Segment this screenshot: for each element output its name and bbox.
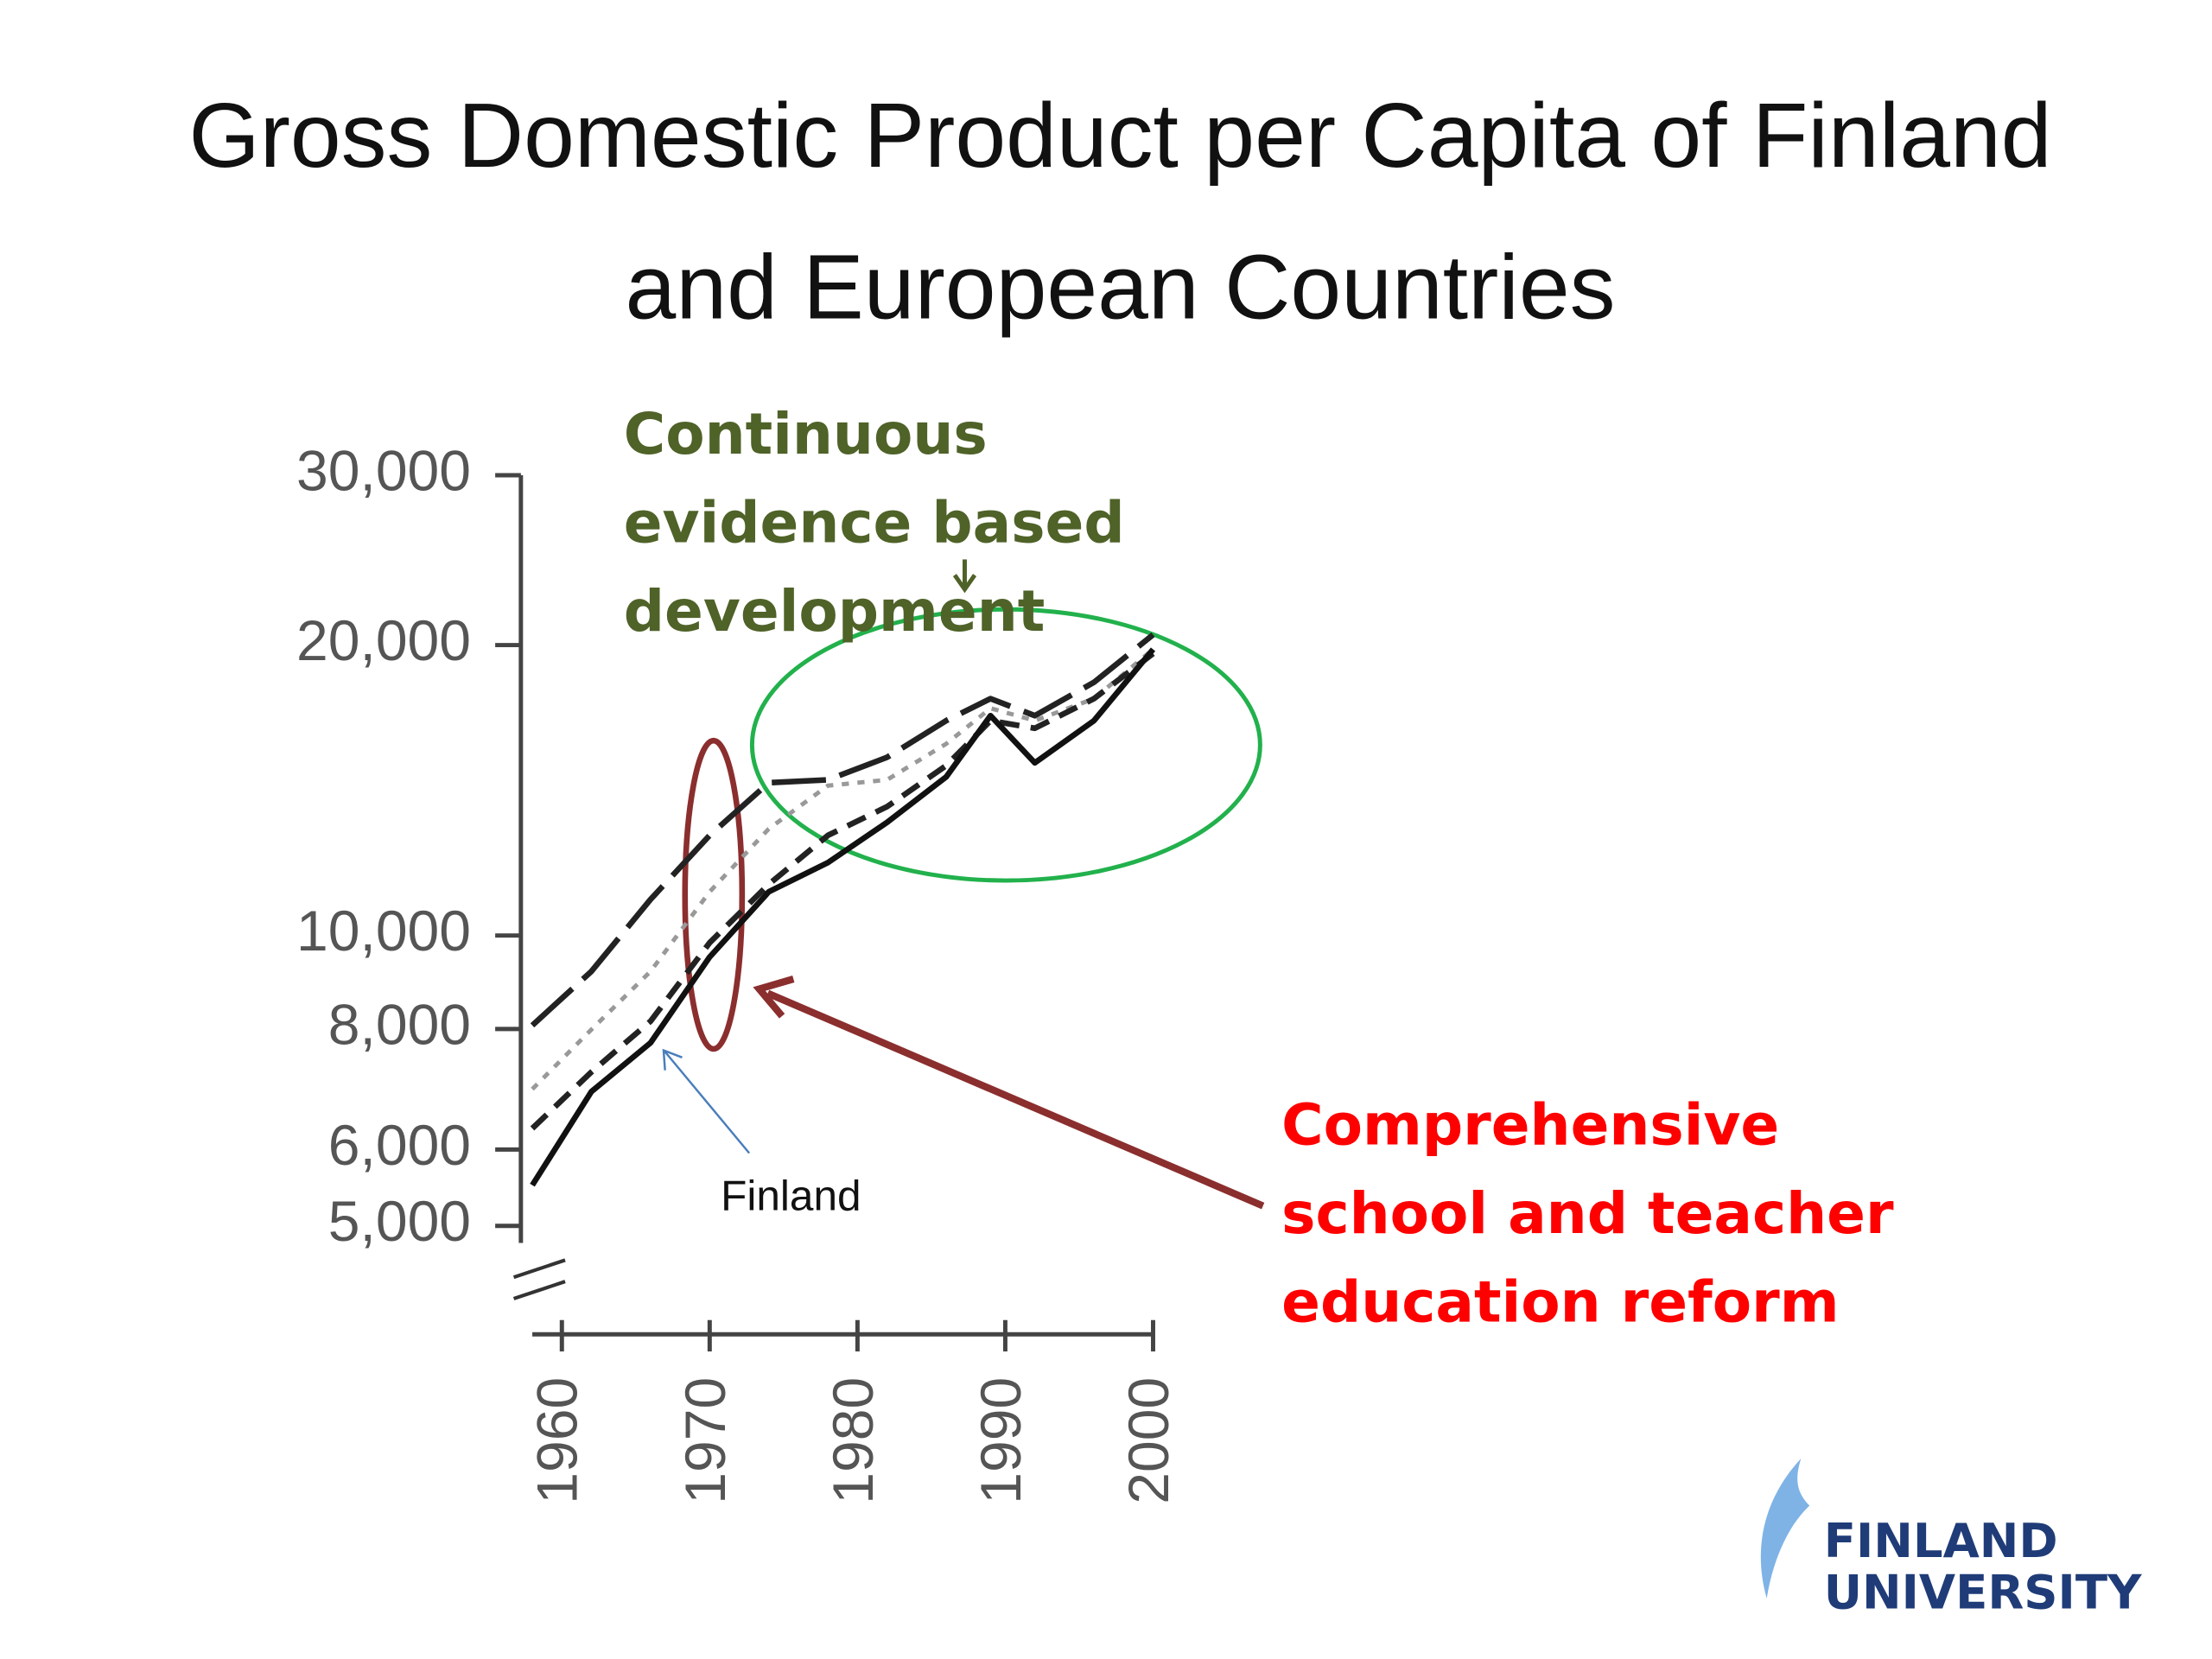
series-label: Finland [721,1173,861,1221]
annotation: Continuous evidence based development [623,402,1125,645]
y-tick-label: 5,000 [328,1189,471,1253]
series-line [530,632,1155,1028]
y-tick-label: 6,000 [328,1113,471,1177]
slide-title: Gross Domestic Product per Capita of Fin… [188,84,2052,339]
series-line [530,647,1156,1187]
y-tick-label: 10,000 [296,899,471,963]
x-tick-label: 1980 [821,1377,885,1504]
evidence-arrowhead [952,574,977,594]
series-line [530,651,1155,1131]
reform-arrow [766,989,1265,1210]
y-tick-label: 30,000 [296,438,471,502]
logo-swoosh [1760,1458,1810,1599]
logo-text: FINLAND [1823,1512,2058,1569]
reform-arrowhead [753,976,795,1019]
x-tick-label: 1960 [525,1377,589,1504]
highlight-ellipse [682,737,746,1052]
axis-break [512,1258,566,1280]
annotation: Comprehensive school and teacher educati… [1281,1093,1894,1336]
axis-break [512,1280,566,1300]
finland-arrow [664,1051,751,1154]
finland-arrowhead [662,1048,683,1071]
series-line [531,647,1155,1091]
x-tick-label: 1970 [673,1377,737,1504]
logo: FINLAND UNIVERSITY [1823,1512,2142,1620]
y-tick-label: 20,000 [296,608,471,672]
logo-text: UNIVERSITY [1823,1564,2142,1620]
highlight-ellipse [749,607,1262,883]
x-tick-label: 2000 [1116,1377,1180,1504]
x-tick-label: 1990 [969,1377,1033,1504]
y-tick-label: 8,000 [328,992,471,1056]
